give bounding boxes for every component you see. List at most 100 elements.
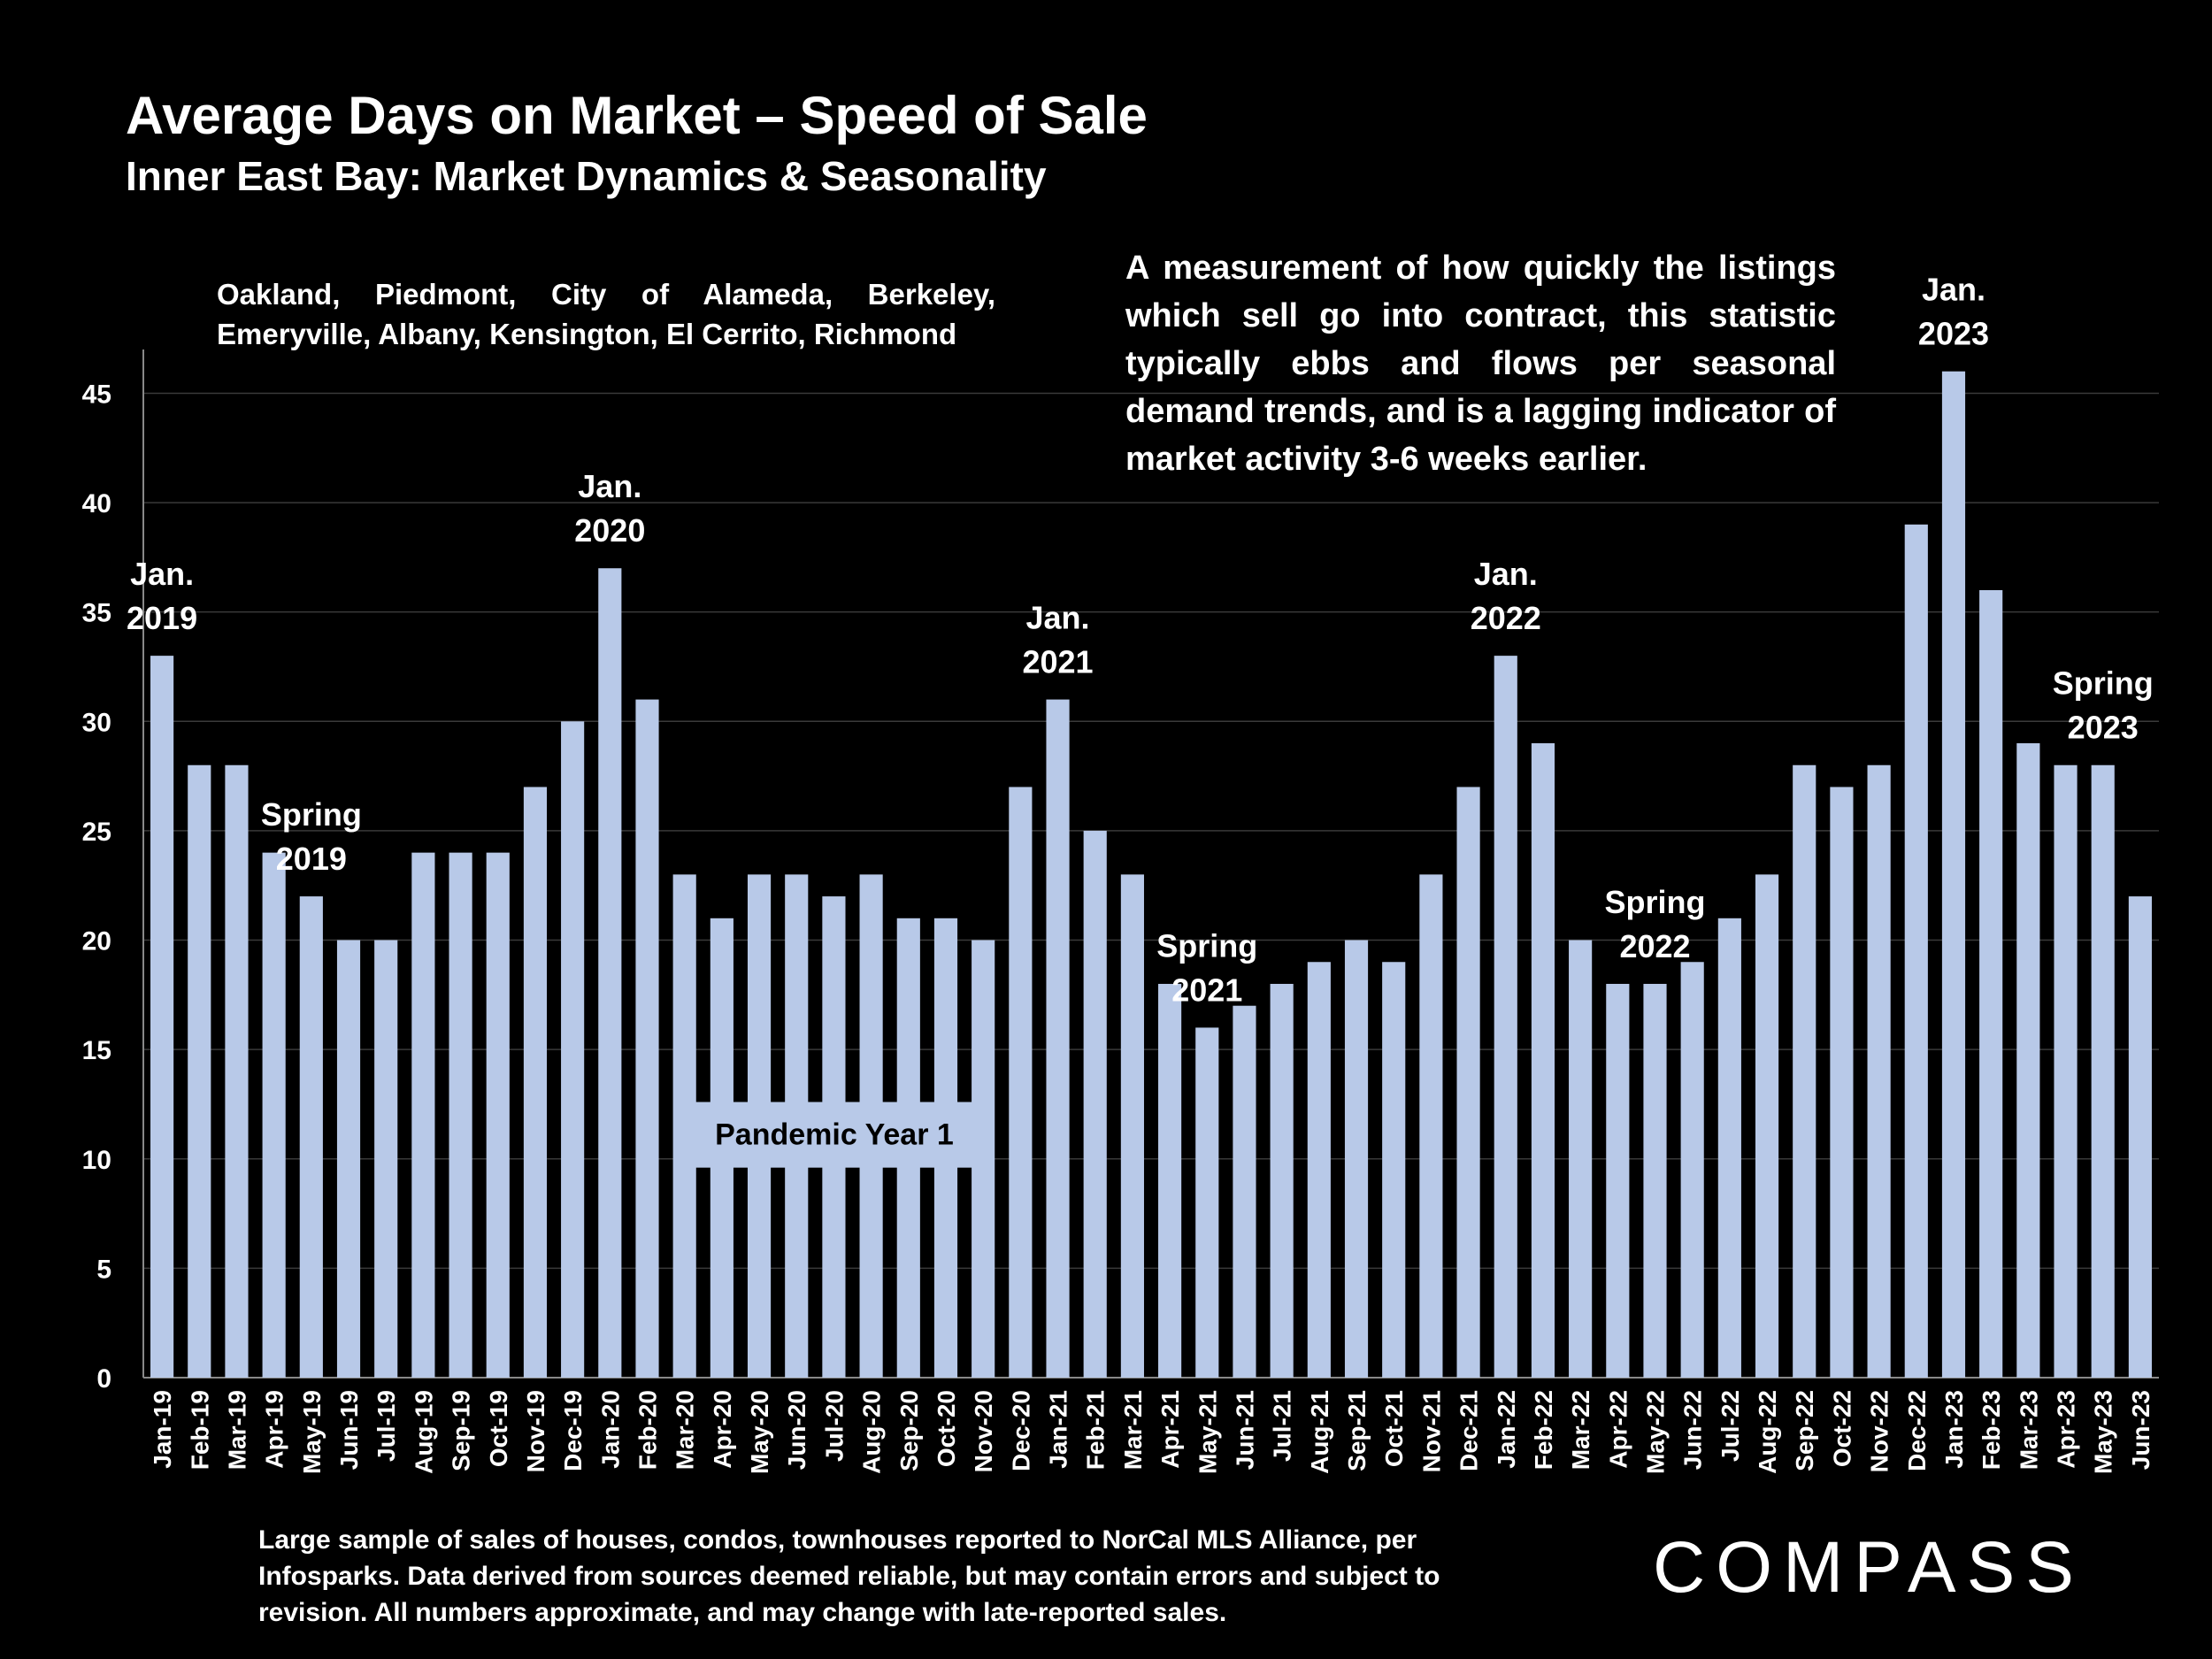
x-tick-label: Apr-19: [261, 1390, 288, 1469]
x-tick-label: Aug-19: [410, 1390, 437, 1474]
bar: [1344, 940, 1369, 1378]
bar: [1233, 1005, 1256, 1378]
x-tick-label: Jan-19: [149, 1390, 176, 1469]
bar: [1046, 699, 1070, 1378]
x-tick-label: Oct-19: [485, 1390, 512, 1467]
annotation-label: Jan.: [578, 468, 641, 504]
bar: [1717, 918, 1741, 1378]
x-tick-label: Oct-20: [933, 1390, 960, 1467]
x-tick-label: Mar-19: [223, 1390, 250, 1470]
x-tick-label: Apr-23: [2053, 1390, 2080, 1469]
y-tick-label: 35: [82, 599, 111, 628]
x-tick-label: Nov-21: [1417, 1390, 1445, 1472]
bar: [2128, 896, 2152, 1378]
footnote: Large sample of sales of houses, condos,…: [258, 1525, 1440, 1627]
bar: [1867, 764, 1891, 1378]
annotation-label: Jan.: [1026, 600, 1090, 636]
bar: [1755, 874, 1779, 1378]
x-tick-label: Mar-22: [1567, 1390, 1594, 1470]
y-tick-label: 15: [82, 1036, 111, 1065]
bar: [1009, 787, 1033, 1378]
y-tick-label: 25: [82, 818, 111, 847]
bar: [188, 764, 211, 1378]
bar: [1643, 983, 1667, 1378]
annotation-label: 2022: [1471, 600, 1541, 636]
bar: [561, 721, 585, 1378]
annotation-label: 2020: [574, 512, 645, 549]
bar: [336, 940, 361, 1378]
x-tick-label: Jan-21: [1045, 1390, 1072, 1469]
x-tick-label: Jan-23: [1940, 1390, 1968, 1469]
bar: [2016, 743, 2040, 1378]
annotation-label: 2022: [1619, 928, 1690, 964]
x-tick-label: Feb-19: [186, 1390, 213, 1470]
bar: [523, 787, 548, 1378]
y-tick-label: 5: [96, 1255, 111, 1284]
bar: [1456, 787, 1480, 1378]
x-tick-label: Feb-22: [1530, 1390, 1557, 1470]
annotation-label: Spring: [1156, 927, 1257, 964]
bar: [225, 764, 249, 1378]
bar: [1793, 764, 1816, 1378]
bar: [449, 852, 472, 1378]
y-tick-label: 40: [82, 489, 111, 518]
bar: [411, 852, 435, 1378]
x-tick-label: Oct-21: [1380, 1390, 1408, 1467]
chart-title: Average Days on Market – Speed of Sale: [126, 86, 1148, 145]
x-tick-label: Sep-21: [1343, 1390, 1371, 1471]
annotation-label: 2023: [2068, 710, 2139, 746]
bar: [1569, 940, 1593, 1378]
x-tick-label: May-22: [1642, 1390, 1670, 1474]
bar: [150, 656, 174, 1378]
pandemic-label: Pandemic Year 1: [715, 1118, 954, 1151]
x-tick-label: Sep-22: [1791, 1390, 1818, 1471]
x-tick-label: Dec-22: [1903, 1390, 1931, 1471]
x-tick-label: Jul-19: [373, 1390, 400, 1462]
y-tick-label: 45: [82, 380, 111, 409]
x-tick-label: Nov-22: [1866, 1390, 1893, 1472]
bar: [299, 896, 323, 1378]
annotation-label: 2021: [1022, 644, 1093, 680]
annotation-label: Spring: [261, 796, 362, 833]
x-tick-label: Nov-20: [970, 1390, 997, 1472]
bar: [1120, 874, 1144, 1378]
x-tick-label: Dec-19: [559, 1390, 587, 1471]
x-tick-label: Jun-22: [1679, 1390, 1707, 1470]
bar: [1382, 962, 1406, 1378]
bar: [1606, 983, 1630, 1378]
bar: [1941, 371, 1966, 1379]
x-tick-label: Mar-23: [2015, 1390, 2042, 1470]
y-tick-label: 30: [82, 708, 111, 737]
x-tick-label: Feb-20: [634, 1390, 662, 1470]
bar: [598, 568, 622, 1378]
bar: [1419, 874, 1443, 1378]
x-tick-label: Dec-21: [1455, 1390, 1483, 1471]
x-tick-label: Feb-23: [1978, 1390, 2005, 1470]
bar: [1494, 656, 1517, 1378]
x-tick-label: Sep-20: [895, 1390, 923, 1471]
x-tick-label: Oct-22: [1828, 1390, 1855, 1467]
x-tick-label: Nov-19: [522, 1390, 549, 1472]
x-tick-label: Jun-19: [335, 1390, 363, 1470]
x-tick-label: May-19: [298, 1390, 326, 1474]
annotation-label: 2019: [127, 600, 197, 636]
bar: [486, 852, 510, 1378]
bar: [1904, 524, 1928, 1378]
annotation-label: Spring: [1605, 884, 1706, 920]
x-tick-label: Jun-21: [1231, 1390, 1258, 1470]
cities-note: Oakland, Piedmont, City of Alameda, Berk…: [217, 278, 995, 350]
bar: [1531, 743, 1555, 1378]
annotation-label: Jan.: [1474, 556, 1538, 592]
y-tick-label: 20: [82, 927, 111, 956]
bar: [635, 699, 659, 1378]
x-tick-label: Jul-20: [820, 1390, 848, 1462]
pandemic-label-box: [677, 1102, 992, 1168]
x-tick-label: Jun-23: [2127, 1390, 2154, 1470]
annotation-label: 2023: [1918, 316, 1989, 352]
bar: [1083, 830, 1107, 1378]
bar: [1195, 1027, 1219, 1378]
x-tick-label: Jan-22: [1493, 1390, 1520, 1469]
x-tick-label: Aug-22: [1754, 1390, 1781, 1474]
description-text: A measurement of how quickly the listing…: [1125, 250, 1836, 478]
